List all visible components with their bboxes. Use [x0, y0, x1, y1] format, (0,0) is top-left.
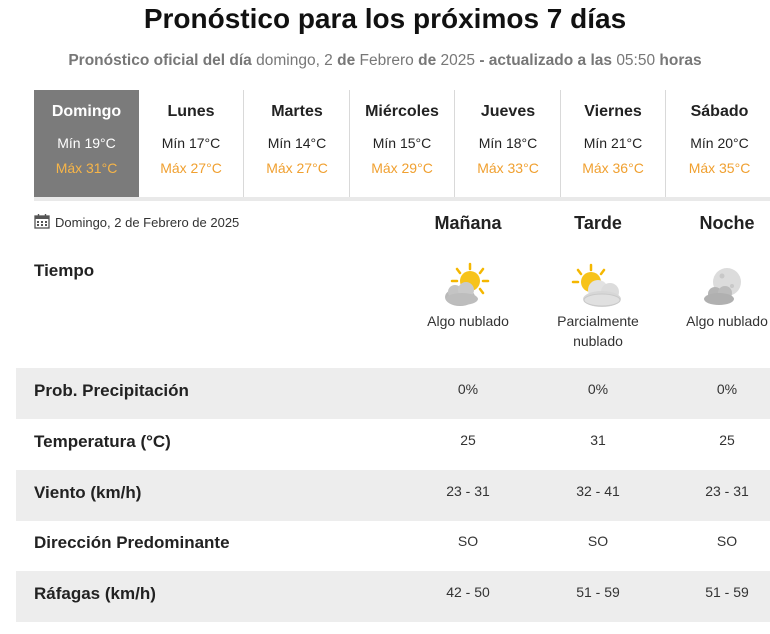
subtitle-de-2: de: [418, 52, 437, 69]
weather-desc-tarde-line1: Parcialmente: [557, 313, 639, 329]
subtitle-hours: horas: [659, 52, 702, 69]
row-label: Dirección Predominante: [34, 533, 230, 552]
day-tab-martes[interactable]: Martes Mín 14°C Máx 27°C: [245, 90, 350, 197]
day-min-temp: Mín 18°C: [478, 135, 538, 151]
day-tab-viernes[interactable]: Viernes Mín 21°C Máx 36°C: [561, 90, 666, 197]
value-manana: 0%: [457, 381, 479, 397]
period-header-manana: Mañana: [434, 213, 502, 233]
day-name: Domingo: [51, 103, 122, 120]
day-tabs-divider: [34, 197, 770, 201]
subtitle-month: Febrero: [359, 52, 414, 69]
row-direccion-predominante: Dirección Predominante SO SO SO: [16, 520, 770, 571]
row-label: Temperatura (°C): [34, 432, 171, 451]
value-tarde: 31: [590, 432, 606, 448]
day-max-temp: Máx 27°C: [160, 160, 222, 176]
day-max-temp: Máx 27°C: [266, 160, 328, 176]
weather-desc-tarde-line2: nublado: [573, 333, 623, 349]
value-noche: SO: [716, 533, 738, 549]
day-name: Lunes: [167, 103, 215, 120]
day-tab-lunes[interactable]: Lunes Mín 17°C Máx 27°C: [139, 90, 244, 197]
day-tabs: Domingo Mín 19°C Máx 31°C Lunes Mín 17°C…: [34, 90, 770, 197]
day-max-temp: Máx 33°C: [477, 160, 539, 176]
day-tab-domingo[interactable]: Domingo Mín 19°C Máx 31°C: [34, 90, 139, 197]
subtitle-weekday: domingo, 2: [256, 52, 333, 69]
day-min-temp: Mín 21°C: [583, 135, 643, 151]
value-noche: 0%: [716, 381, 738, 397]
row-label: Viento (km/h): [34, 483, 142, 502]
day-min-temp: Mín 14°C: [267, 135, 327, 151]
row-prob-precipitacion: Prob. Precipitación 0% 0% 0%: [16, 368, 770, 419]
subtitle-updated: - actualizado a las: [479, 52, 612, 69]
row-viento: Viento (km/h) 23 - 31 32 - 41 23 - 31: [16, 470, 770, 521]
day-max-temp: Máx 36°C: [582, 160, 644, 176]
page-title: Pronóstico para los próximos 7 días: [143, 3, 627, 34]
row-rafagas: Ráfagas (km/h) 42 - 50 51 - 59 51 - 59: [16, 571, 770, 622]
day-min-temp: Mín 19°C: [57, 135, 116, 151]
value-noche: 25: [719, 432, 735, 448]
value-noche: 51 - 59: [705, 584, 749, 600]
day-tab-jueves[interactable]: Jueves Mín 18°C Máx 33°C: [456, 90, 561, 197]
row-temperatura: Temperatura (°C) 25 31 25: [16, 419, 770, 470]
day-name: Jueves: [480, 103, 536, 120]
day-name: Sábado: [690, 103, 749, 120]
row-label: Ráfagas (km/h): [34, 584, 156, 603]
detail-date: Domingo, 2 de Febrero de 2025: [34, 213, 239, 232]
period-header-tarde: Tarde: [574, 213, 622, 233]
value-manana: SO: [457, 533, 479, 549]
moon-behind-cloud-icon: [697, 262, 757, 310]
sun-behind-cloud-icon: [438, 262, 498, 310]
subtitle-de-1: de: [337, 52, 356, 69]
day-max-temp: Máx 31°C: [55, 160, 118, 176]
day-max-temp: Máx 35°C: [688, 160, 751, 176]
weather-desc-noche: Algo nublado: [686, 313, 768, 329]
day-min-temp: Mín 17°C: [161, 135, 221, 151]
subtitle-prefix: Pronóstico oficial del día: [68, 52, 252, 69]
sun-behind-large-cloud-icon: [568, 262, 628, 310]
day-min-temp: Mín 20°C: [690, 135, 749, 151]
value-noche: 23 - 31: [705, 483, 749, 499]
value-manana: 42 - 50: [446, 584, 490, 600]
day-min-temp: Mín 15°C: [372, 135, 432, 151]
subtitle-time: 05:50: [616, 52, 656, 69]
day-tab-sabado[interactable]: Sábado Mín 20°C Máx 35°C: [667, 90, 770, 197]
period-header-noche: Noche: [699, 213, 755, 233]
value-manana: 25: [460, 432, 476, 448]
weather-desc-tarde: Parcialmente nublado: [533, 311, 663, 351]
forecast-subtitle: Pronóstico oficial del día domingo, 2 de…: [0, 52, 770, 70]
value-manana: 23 - 31: [446, 483, 490, 499]
calendar-icon: [34, 213, 50, 232]
tiempo-label: Tiempo: [34, 261, 95, 280]
day-name: Martes: [271, 103, 323, 120]
value-tarde: 32 - 41: [576, 483, 620, 499]
weather-desc-manana: Algo nublado: [427, 313, 509, 329]
value-tarde: 51 - 59: [576, 584, 620, 600]
day-name: Viernes: [584, 103, 642, 120]
subtitle-year: 2025: [440, 52, 476, 69]
day-max-temp: Máx 29°C: [371, 160, 433, 176]
value-tarde: SO: [587, 533, 609, 549]
day-name: Miércoles: [365, 103, 439, 120]
row-label: Prob. Precipitación: [34, 381, 189, 400]
value-tarde: 0%: [587, 381, 609, 397]
day-tab-miercoles[interactable]: Miércoles Mín 15°C Máx 29°C: [350, 90, 455, 197]
detail-date-text: Domingo, 2 de Febrero de 2025: [55, 215, 240, 230]
